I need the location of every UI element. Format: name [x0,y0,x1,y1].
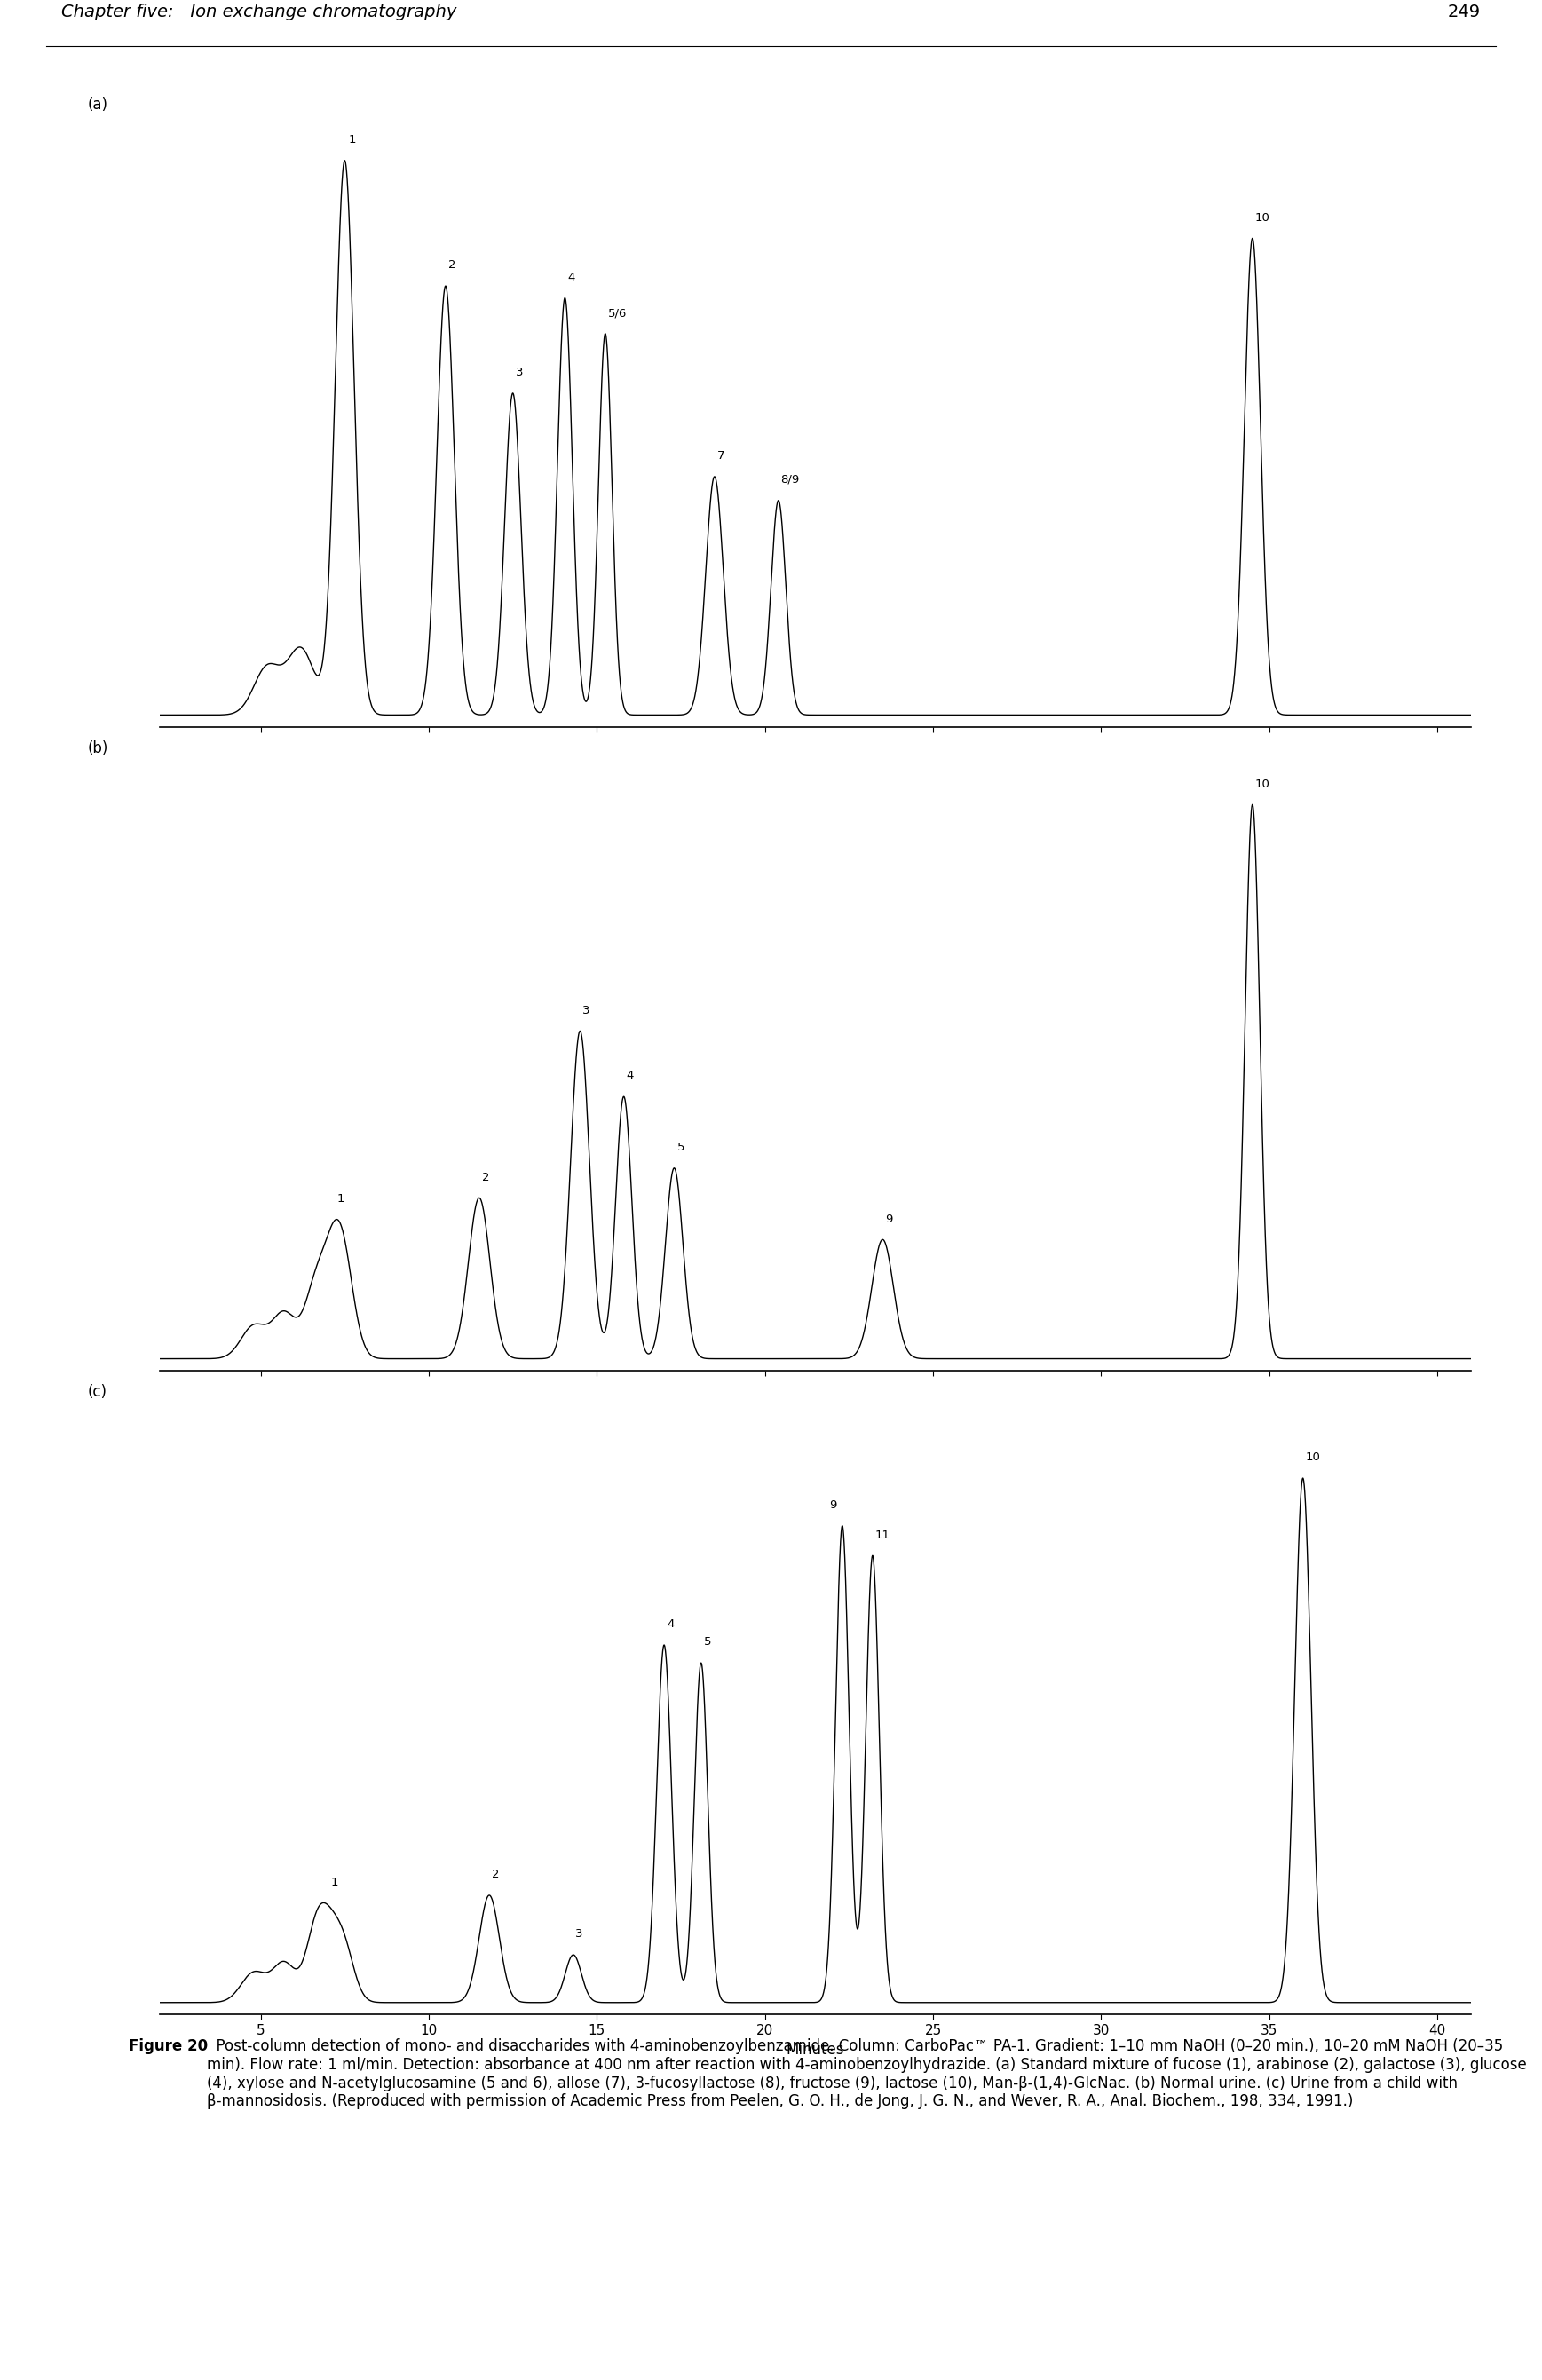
Text: 11: 11 [876,1528,890,1540]
Text: 3: 3 [583,1004,591,1016]
Text: (b): (b) [88,740,108,757]
Text: (a): (a) [88,98,108,112]
Text: 5/6: 5/6 [608,307,628,319]
Text: 7: 7 [717,450,725,462]
Text: 1: 1 [330,1875,338,1887]
X-axis label: Minutes: Minutes [786,2042,845,2059]
Text: 5: 5 [677,1142,685,1154]
Text: 3: 3 [575,1928,583,1940]
Text: 3: 3 [515,367,523,378]
Text: 4: 4 [666,1618,674,1630]
Text: (c): (c) [88,1383,108,1399]
Text: 4: 4 [626,1071,634,1081]
Text: 10: 10 [1306,1452,1320,1464]
Text: 9: 9 [830,1499,836,1511]
Text: 2: 2 [449,259,456,271]
Text: 8/9: 8/9 [780,474,799,486]
Text: 9: 9 [885,1214,893,1226]
Text: Figure 20: Figure 20 [130,2037,208,2054]
Text: 4: 4 [567,271,575,283]
Text: 1: 1 [338,1192,345,1204]
Text: Post-column detection of mono- and disaccharides with 4-aminobenzoylbenzamide. C: Post-column detection of mono- and disac… [207,2037,1527,2109]
Text: 5: 5 [703,1637,711,1647]
Text: 2: 2 [492,1868,500,1880]
Text: 2: 2 [481,1171,489,1183]
Text: 1: 1 [348,133,356,145]
Text: 10: 10 [1255,778,1271,790]
Text: 249: 249 [1448,5,1480,21]
Text: Chapter five:   Ion exchange chromatography: Chapter five: Ion exchange chromatograph… [62,5,456,21]
Text: 10: 10 [1255,212,1271,224]
